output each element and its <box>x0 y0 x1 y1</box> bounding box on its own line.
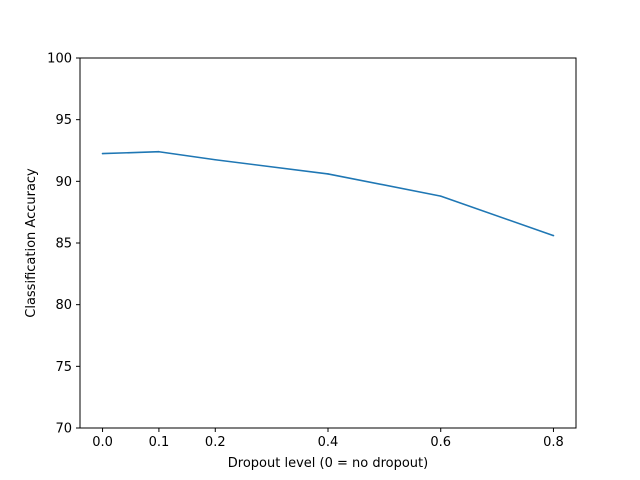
data-point <box>439 195 442 197</box>
x-tick-label: 0.8 <box>543 435 564 450</box>
series-layer <box>101 150 555 237</box>
y-tick-label: 80 <box>55 298 72 313</box>
y-axis-label: Classification Accuracy <box>24 168 39 318</box>
data-point <box>327 173 329 175</box>
x-tick-label: 0.2 <box>205 435 226 450</box>
data-point <box>158 150 160 153</box>
x-tick-label: 0.4 <box>318 435 339 450</box>
data-point <box>101 152 104 155</box>
plot-area <box>80 58 576 428</box>
x-axis-ticks: 0.0 0.1 0.2 0.4 0.6 0.8 <box>92 428 564 450</box>
x-tick-label: 0.0 <box>92 435 113 450</box>
y-tick-label: 90 <box>55 175 72 190</box>
y-tick-label: 85 <box>55 237 72 252</box>
data-point <box>214 158 217 161</box>
y-axis-ticks: 70 75 80 85 90 95 100 <box>47 52 80 437</box>
x-axis-label: Dropout level (0 = no dropout) <box>228 456 428 471</box>
y-tick-label: 95 <box>55 113 72 128</box>
y-tick-label: 75 <box>55 360 72 375</box>
y-tick-label: 100 <box>47 52 72 67</box>
x-tick-label: 0.6 <box>430 435 451 450</box>
data-point <box>552 234 555 237</box>
series-line <box>102 150 554 237</box>
y-tick-label: 70 <box>55 422 72 437</box>
x-tick-label: 0.1 <box>149 435 170 450</box>
